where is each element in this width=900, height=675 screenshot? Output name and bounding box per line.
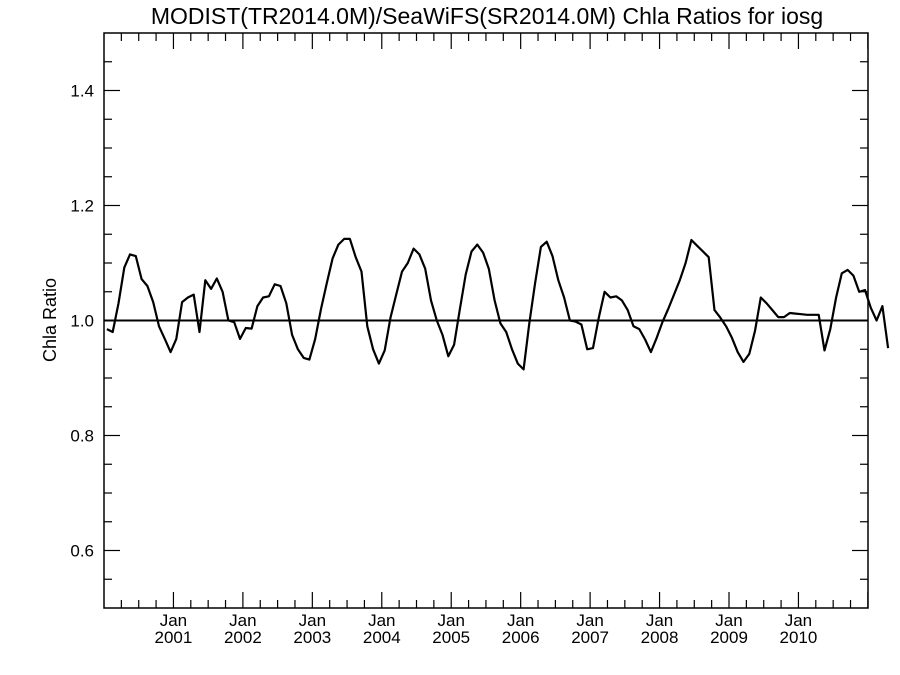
x-tick-label-year: 2001: [155, 628, 193, 647]
x-tick-label-month: Jan: [160, 611, 187, 630]
x-tick-label-year: 2005: [432, 628, 470, 647]
x-tick-label-month: Jan: [576, 611, 603, 630]
x-tick-label-year: 2004: [363, 628, 401, 647]
x-tick-label-month: Jan: [785, 611, 812, 630]
y-tick-label: 1.4: [70, 82, 94, 101]
y-axis-label: Chla Ratio: [40, 278, 60, 362]
series-layer: [106, 237, 890, 371]
x-tick-label-month: Jan: [507, 611, 534, 630]
y-tick-label: 0.6: [70, 542, 94, 561]
x-tick-label-year: 2002: [224, 628, 262, 647]
x-tick-label-year: 2006: [502, 628, 540, 647]
x-tick-label-year: 2003: [293, 628, 331, 647]
x-tick-label-month: Jan: [715, 611, 742, 630]
x-tick-label-year: 2010: [780, 628, 818, 647]
series-line-0: [106, 237, 890, 371]
y-tick-label: 1.2: [70, 197, 94, 216]
y-tick-label: 1.0: [70, 312, 94, 331]
x-tick-label-year: 2008: [641, 628, 679, 647]
x-tick-label-month: Jan: [299, 611, 326, 630]
y-tick-label: 0.8: [70, 427, 94, 446]
y-axis: 0.6 0.8 1.0 1.2 1.4: [70, 61, 868, 580]
x-tick-label-year: 2007: [571, 628, 609, 647]
chart-title: MODIST(TR2014.0M)/SeaWiFS(SR2014.0M) Chl…: [151, 3, 823, 29]
x-tick-label-year: 2009: [710, 628, 748, 647]
x-tick-label-month: Jan: [646, 611, 673, 630]
x-tick-label-month: Jan: [229, 611, 256, 630]
x-tick-label-month: Jan: [438, 611, 465, 630]
x-axis: Jan2001Jan2002Jan2003Jan2004Jan2005Jan20…: [120, 33, 869, 647]
x-tick-label-month: Jan: [368, 611, 395, 630]
